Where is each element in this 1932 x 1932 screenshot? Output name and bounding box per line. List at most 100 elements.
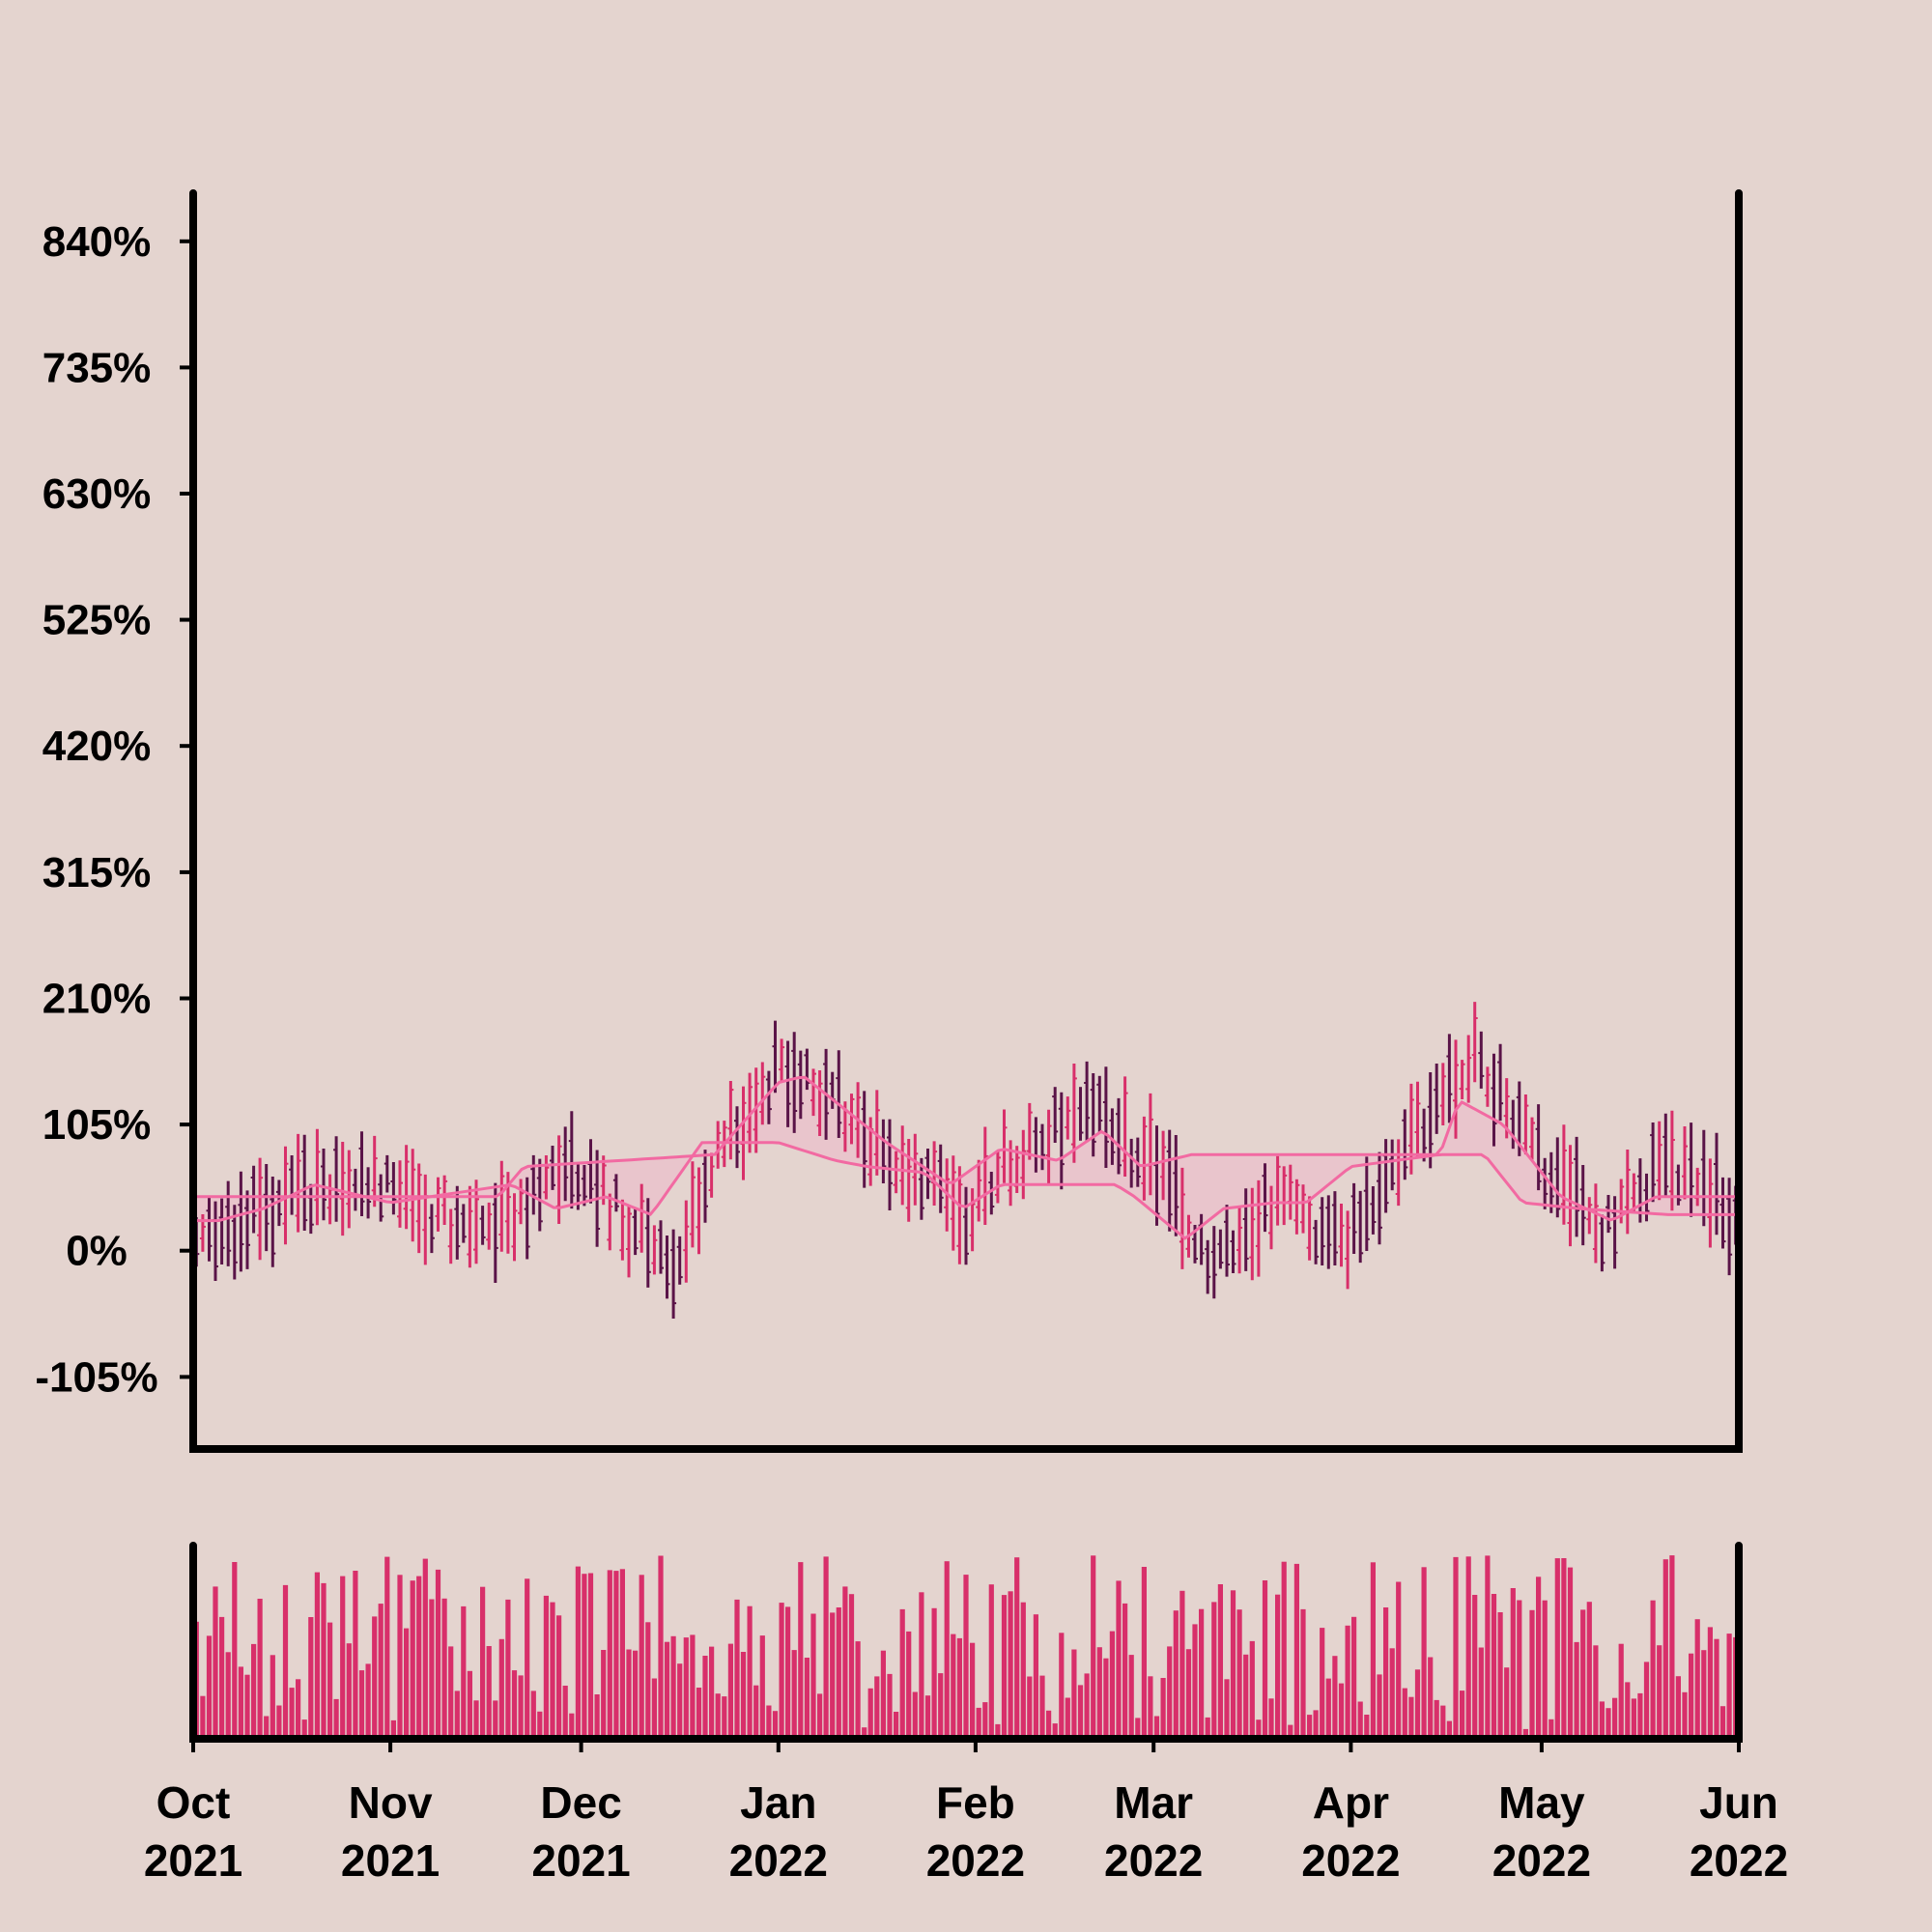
volume-bar (601, 1650, 607, 1739)
volume-bar (1707, 1627, 1713, 1739)
volume-bar (257, 1599, 263, 1739)
volume-bar (511, 1670, 518, 1739)
volume-bar (404, 1628, 410, 1739)
volume-bar (1364, 1715, 1370, 1739)
x-tick-label-year: 2022 (926, 1835, 1025, 1886)
volume-bar (817, 1693, 823, 1739)
volume-bar (1567, 1567, 1574, 1739)
volume-bar (1618, 1643, 1624, 1739)
volume-bar (429, 1599, 435, 1739)
volume-bar (1574, 1641, 1579, 1739)
volume-bar (1236, 1609, 1242, 1739)
volume-axis-frame (189, 1542, 1743, 1743)
volume-bar (626, 1649, 632, 1739)
volume-bar (1714, 1638, 1719, 1739)
volume-bar (931, 1607, 937, 1739)
volume-bar (1383, 1607, 1389, 1739)
volume-bar (651, 1678, 657, 1739)
volume-bar (702, 1656, 708, 1739)
volume-bar (1103, 1658, 1109, 1739)
volume-bar (384, 1556, 390, 1739)
x-tick-label-month: Dec (540, 1777, 621, 1828)
volume-bar (1325, 1678, 1331, 1739)
volume-bar (823, 1556, 829, 1739)
volume-bar (1020, 1602, 1026, 1739)
volume-bar (1179, 1590, 1185, 1739)
volume-bar (1109, 1631, 1115, 1739)
volume-bar (1192, 1624, 1198, 1739)
volume-bar (1625, 1682, 1631, 1739)
volume-bar (753, 1685, 759, 1739)
volume-bar (1091, 1555, 1096, 1739)
volume-bar (772, 1711, 779, 1739)
volume-bar (219, 1616, 225, 1739)
volume-bar (1414, 1669, 1421, 1739)
volume-bar (1001, 1595, 1008, 1739)
x-tick-label-year: 2021 (341, 1835, 440, 1886)
volume-bar (296, 1679, 301, 1739)
volume-bar (1084, 1673, 1090, 1739)
volume-bar (321, 1582, 327, 1739)
x-tick-label-month: Mar (1114, 1777, 1193, 1828)
volume-bar (1116, 1580, 1122, 1739)
volume-bar (1517, 1600, 1522, 1739)
volume-bar (1421, 1567, 1427, 1739)
volume-bar (1460, 1690, 1465, 1739)
volume-bar (867, 1688, 873, 1739)
volume-bar (1268, 1698, 1274, 1739)
volume-bar (454, 1690, 460, 1739)
volume-bar (1008, 1591, 1013, 1739)
x-tick-label-month: May (1498, 1777, 1585, 1828)
volume-bar (562, 1686, 568, 1739)
volume-bar (308, 1617, 314, 1739)
volume-bar (1669, 1555, 1675, 1739)
volume-bar (232, 1562, 238, 1739)
volume-bar (1599, 1701, 1605, 1739)
volume-bar (1428, 1657, 1434, 1739)
volume-bar (301, 1719, 307, 1739)
volume-bar (836, 1607, 841, 1739)
volume-bar (498, 1638, 504, 1739)
volume-bar (1440, 1705, 1446, 1739)
volume-bar (244, 1674, 250, 1739)
volume-bar (353, 1571, 358, 1739)
volume-bar (887, 1673, 893, 1739)
volume-bar (1300, 1608, 1306, 1739)
y-tick-label: 210% (43, 976, 152, 1023)
volume-bar (1396, 1581, 1402, 1739)
volume-bar (1338, 1683, 1345, 1739)
volume-bar (1281, 1561, 1287, 1739)
volume-bar (855, 1641, 861, 1739)
volume-bar (1320, 1628, 1325, 1739)
volume-bar (1096, 1647, 1102, 1739)
volume-bar (575, 1566, 581, 1739)
volume-bar (1217, 1584, 1223, 1739)
volume-bar (658, 1555, 664, 1739)
volume-bar (810, 1613, 816, 1739)
volume-bar (963, 1575, 969, 1739)
volume-bar (1249, 1640, 1255, 1739)
volume-bar (1357, 1701, 1363, 1739)
volume-bar (327, 1622, 333, 1739)
y-tick-label: 525% (43, 597, 152, 644)
volume-bar (1230, 1590, 1236, 1739)
volume-bar (448, 1646, 454, 1739)
volume-bar (358, 1670, 365, 1739)
x-tick-label-month: Feb (936, 1777, 1015, 1828)
volume-bar (1408, 1696, 1414, 1739)
volume-bar (1033, 1614, 1038, 1739)
volume-bar (378, 1604, 384, 1739)
volume-bar (785, 1606, 791, 1739)
volume-bar (982, 1702, 988, 1739)
volume-bar (842, 1586, 848, 1739)
volume-bar (1153, 1716, 1160, 1739)
volume-bar (664, 1641, 670, 1739)
volume-bar (1389, 1648, 1395, 1739)
volume-bar (1128, 1655, 1134, 1739)
volume-bar (906, 1631, 912, 1739)
volume-bar (1536, 1577, 1542, 1739)
volume-bar (607, 1570, 612, 1739)
volume-bar (709, 1646, 715, 1739)
volume-bar (862, 1727, 867, 1739)
